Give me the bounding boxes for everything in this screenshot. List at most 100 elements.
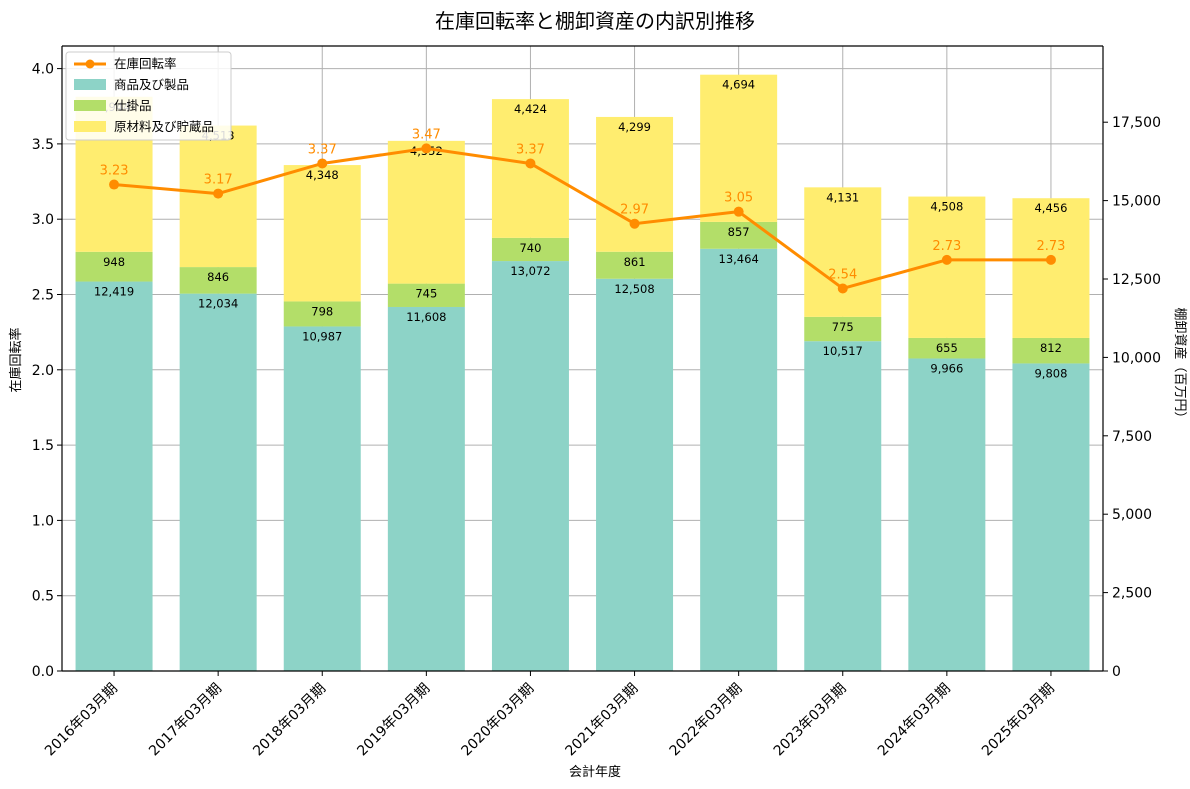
tick-label-x: 2016年03月期 [42,681,121,760]
bar-label-wip: 846 [207,270,229,284]
bar-segment-materials [596,116,674,252]
legend: 在庫回転率 商品及び製品 仕掛品 原材料及び貯蔵品 [65,51,232,141]
legend-label-wip: 仕掛品 [114,98,152,113]
tick-label-left: 1.5 [32,438,54,454]
bar-segment-products [179,293,257,671]
rate-label: 3.47 [412,127,441,142]
bar-label-products: 11,608 [406,310,446,324]
tick-label-left: 3.0 [32,212,54,228]
bar-segment-materials [387,140,465,284]
bar-label-wip: 655 [936,341,958,355]
tick-label-x: 2025年03月期 [979,681,1058,760]
x-axis-label: 会計年度 [569,764,621,780]
bar-segment-wip [491,237,569,262]
bar-label-products: 10,517 [823,344,863,358]
tick-label-right: 0 [1112,664,1121,680]
tick-label-x: 2024年03月期 [875,681,954,760]
rate-label: 2.97 [620,203,649,218]
legend-label-materials: 原材料及び貯蔵品 [114,119,214,134]
bar-segment-wip [75,251,153,282]
bar-segment-wip [179,267,257,294]
bar-label-materials: 4,131 [826,190,859,204]
bar-segment-wip [700,221,778,249]
tick-label-x: 2018年03月期 [250,681,329,760]
bar-label-wip: 812 [1040,341,1062,355]
bar-segment-products [387,306,465,671]
bar-segment-products [283,326,361,671]
tick-label-x: 2023年03月期 [771,681,850,760]
rate-label: 3.05 [724,191,753,206]
bar-label-materials: 4,456 [1034,201,1067,215]
rate-point [837,283,848,294]
bar-label-products: 9,808 [1034,366,1067,380]
legend-box [65,51,232,141]
rate-line-layer: 3.23 3.17 3.37 3.47 3.37 2.97 3.05 2.54 2.73 2.73 [100,127,1065,294]
tick-label-right: 12,500 [1112,272,1161,288]
bar-label-materials: 4,424 [514,102,547,116]
tick-label-x: 2017年03月期 [146,681,225,760]
bar-label-wip: 798 [311,304,333,318]
rate-point [109,179,120,190]
legend-swatch-wip [74,100,106,111]
tick-label-x: 2021年03月期 [563,681,642,760]
bar-label-products: 12,419 [94,285,134,299]
bar-segment-wip [1012,337,1090,364]
bar-segment-materials [804,187,882,317]
tick-label-left: 0.5 [32,589,54,605]
tick-label-left: 3.5 [32,137,54,153]
tick-label-left: 1.0 [32,513,54,529]
y-axis-left-label: 在庫回転率 [8,327,24,392]
legend-marker-rate [85,59,95,69]
legend-label-rate: 在庫回転率 [114,56,177,71]
bar-label-products: 12,508 [614,282,654,296]
rate-point [733,206,744,217]
bar-segment-materials [1012,198,1090,338]
bar-segment-products [75,281,153,671]
legend-swatch-products [74,79,106,90]
rate-point [317,158,328,169]
y-axis-right-label: 棚卸資産（百万円） [1172,307,1188,424]
bar-segment-materials [700,74,778,222]
bar-label-products: 9,966 [930,361,963,375]
rate-point [1045,254,1056,265]
bar-label-products: 10,987 [302,329,342,343]
rate-label: 2.54 [828,267,857,282]
bar-segment-products [908,358,986,671]
rate-label: 3.37 [308,142,337,157]
tick-label-x: 2019年03月期 [354,681,433,760]
rate-label: 2.73 [932,239,961,254]
rate-label: 3.37 [516,142,545,157]
rate-point [629,218,640,229]
bar-segment-wip [804,316,882,342]
bar-label-materials: 4,508 [930,200,963,214]
bar-segment-products [1012,363,1090,671]
rate-point [941,254,952,265]
bar-segment-materials [491,99,569,238]
bar-label-products: 13,072 [510,264,550,278]
chart-title: 在庫回転率と棚卸資産の内訳別推移 [435,9,755,33]
bar-segment-products [596,278,674,671]
tick-label-left: 2.0 [32,363,54,379]
tick-label-left: 0.0 [32,664,54,680]
rate-label: 3.23 [100,164,129,179]
bar-segment-wip [283,301,361,327]
tick-label-left: 4.0 [32,62,54,78]
bar-label-wip: 861 [624,255,646,269]
axes [61,45,1104,672]
rate-point [525,158,536,169]
bars [75,74,1090,671]
tick-label-right: 15,000 [1112,194,1161,210]
tick-label-left: 2.5 [32,287,54,303]
bar-segment-wip [387,283,465,307]
tick-label-right: 2,500 [1112,586,1152,602]
bar-label-materials: 4,299 [618,120,651,134]
bar-label-wip: 857 [728,225,750,239]
bar-segment-wip [908,337,986,359]
tick-label-x: 2020年03月期 [458,681,537,760]
tick-label-right: 17,500 [1112,115,1161,131]
tick-label-x: 2022年03月期 [667,681,746,760]
bar-label-wip: 740 [519,241,541,255]
rate-label: 2.73 [1036,239,1065,254]
legend-label-products: 商品及び製品 [114,77,189,92]
